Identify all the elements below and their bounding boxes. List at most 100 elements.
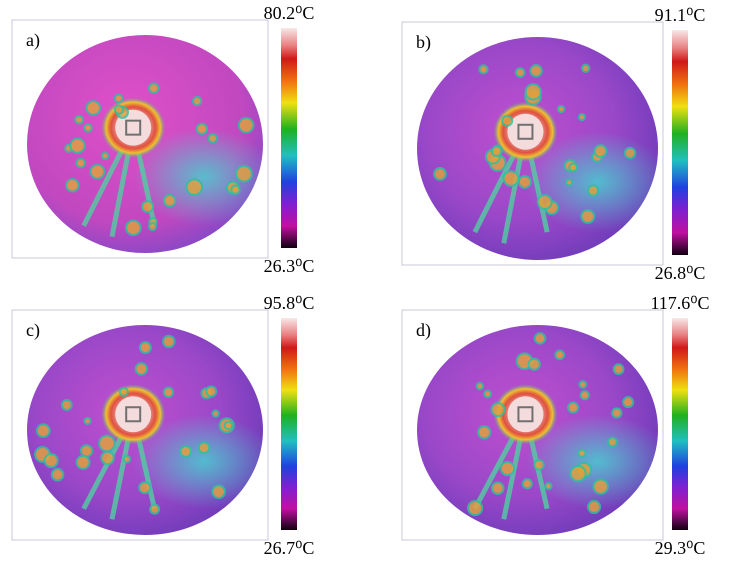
min-temp: 29.3⁰C — [655, 538, 706, 558]
via — [588, 501, 600, 513]
via — [479, 65, 487, 73]
via — [212, 485, 225, 498]
via — [484, 390, 491, 397]
via — [502, 116, 512, 126]
via — [535, 333, 545, 343]
via — [578, 450, 585, 457]
via — [503, 171, 518, 186]
via — [199, 442, 210, 453]
via — [614, 364, 624, 374]
via — [90, 165, 104, 179]
panel-label: c) — [26, 320, 40, 341]
colorbar — [281, 28, 297, 248]
via — [530, 65, 542, 77]
via — [239, 118, 254, 133]
via — [206, 386, 216, 396]
via — [231, 186, 239, 194]
min-temp: 26.7⁰C — [264, 538, 315, 558]
max-temp: 91.1⁰C — [655, 5, 706, 25]
thermal-panel: d) 117.6⁰C 29.3⁰C — [402, 293, 710, 558]
max-temp: 117.6⁰C — [650, 293, 709, 313]
colorbar — [672, 318, 688, 530]
via — [139, 482, 150, 493]
via — [434, 168, 446, 180]
via — [612, 408, 621, 417]
via — [582, 65, 589, 72]
via — [478, 426, 490, 438]
via — [149, 83, 159, 93]
via — [593, 479, 608, 494]
thermal-panel: c) 95.8⁰C 26.7⁰C — [12, 293, 314, 558]
via — [213, 410, 219, 416]
via — [164, 388, 173, 397]
via — [570, 466, 585, 481]
via — [115, 95, 123, 103]
via — [76, 159, 85, 168]
via — [492, 482, 504, 494]
via — [623, 397, 633, 407]
via — [84, 418, 90, 424]
via — [120, 388, 128, 396]
min-temp: 26.8⁰C — [655, 263, 706, 283]
via — [77, 456, 90, 469]
via — [209, 134, 217, 142]
panel-label: b) — [416, 32, 431, 53]
max-temp: 80.2⁰C — [264, 3, 315, 23]
via — [225, 422, 233, 430]
via — [52, 469, 64, 481]
max-temp: 95.8⁰C — [264, 293, 315, 313]
via — [84, 124, 92, 132]
via — [126, 221, 141, 236]
thermal-panel: b) 91.1⁰C 26.8⁰C — [402, 5, 705, 283]
via — [588, 186, 598, 196]
via — [115, 106, 123, 114]
via — [545, 483, 551, 489]
via — [625, 148, 636, 159]
via — [87, 101, 101, 115]
via — [566, 179, 572, 185]
via — [164, 195, 176, 207]
hot-spot — [115, 396, 151, 432]
via — [136, 363, 148, 375]
min-temp: 26.3⁰C — [264, 256, 315, 276]
via — [236, 166, 252, 182]
via — [142, 201, 153, 212]
via — [569, 164, 577, 172]
via — [534, 460, 544, 470]
via — [579, 114, 585, 120]
via — [99, 435, 115, 451]
via — [608, 438, 617, 447]
via — [477, 383, 484, 390]
via — [529, 359, 540, 370]
via — [538, 195, 552, 209]
via — [45, 454, 58, 467]
via — [558, 106, 564, 112]
via — [491, 403, 504, 416]
panel-label: d) — [416, 320, 431, 341]
via — [70, 138, 84, 152]
via — [581, 210, 594, 223]
via — [186, 179, 202, 195]
via — [75, 116, 83, 124]
via — [581, 391, 589, 399]
via — [197, 124, 207, 134]
colorbar — [672, 30, 688, 255]
via — [81, 445, 92, 456]
via — [140, 342, 151, 353]
via — [37, 424, 50, 437]
colorbar — [281, 318, 297, 530]
via — [180, 446, 191, 457]
via — [526, 84, 541, 99]
via — [102, 153, 108, 159]
via — [150, 505, 159, 514]
figure: a)80.2⁰C26.3⁰Cb)91.1⁰C26.8⁰Cc)95.8⁰C26.7… — [0, 0, 732, 563]
via — [579, 381, 586, 388]
via — [555, 350, 564, 359]
via — [501, 462, 514, 475]
via — [468, 501, 482, 515]
via — [101, 452, 114, 465]
via — [516, 68, 525, 77]
via — [568, 402, 578, 412]
via — [193, 97, 201, 105]
